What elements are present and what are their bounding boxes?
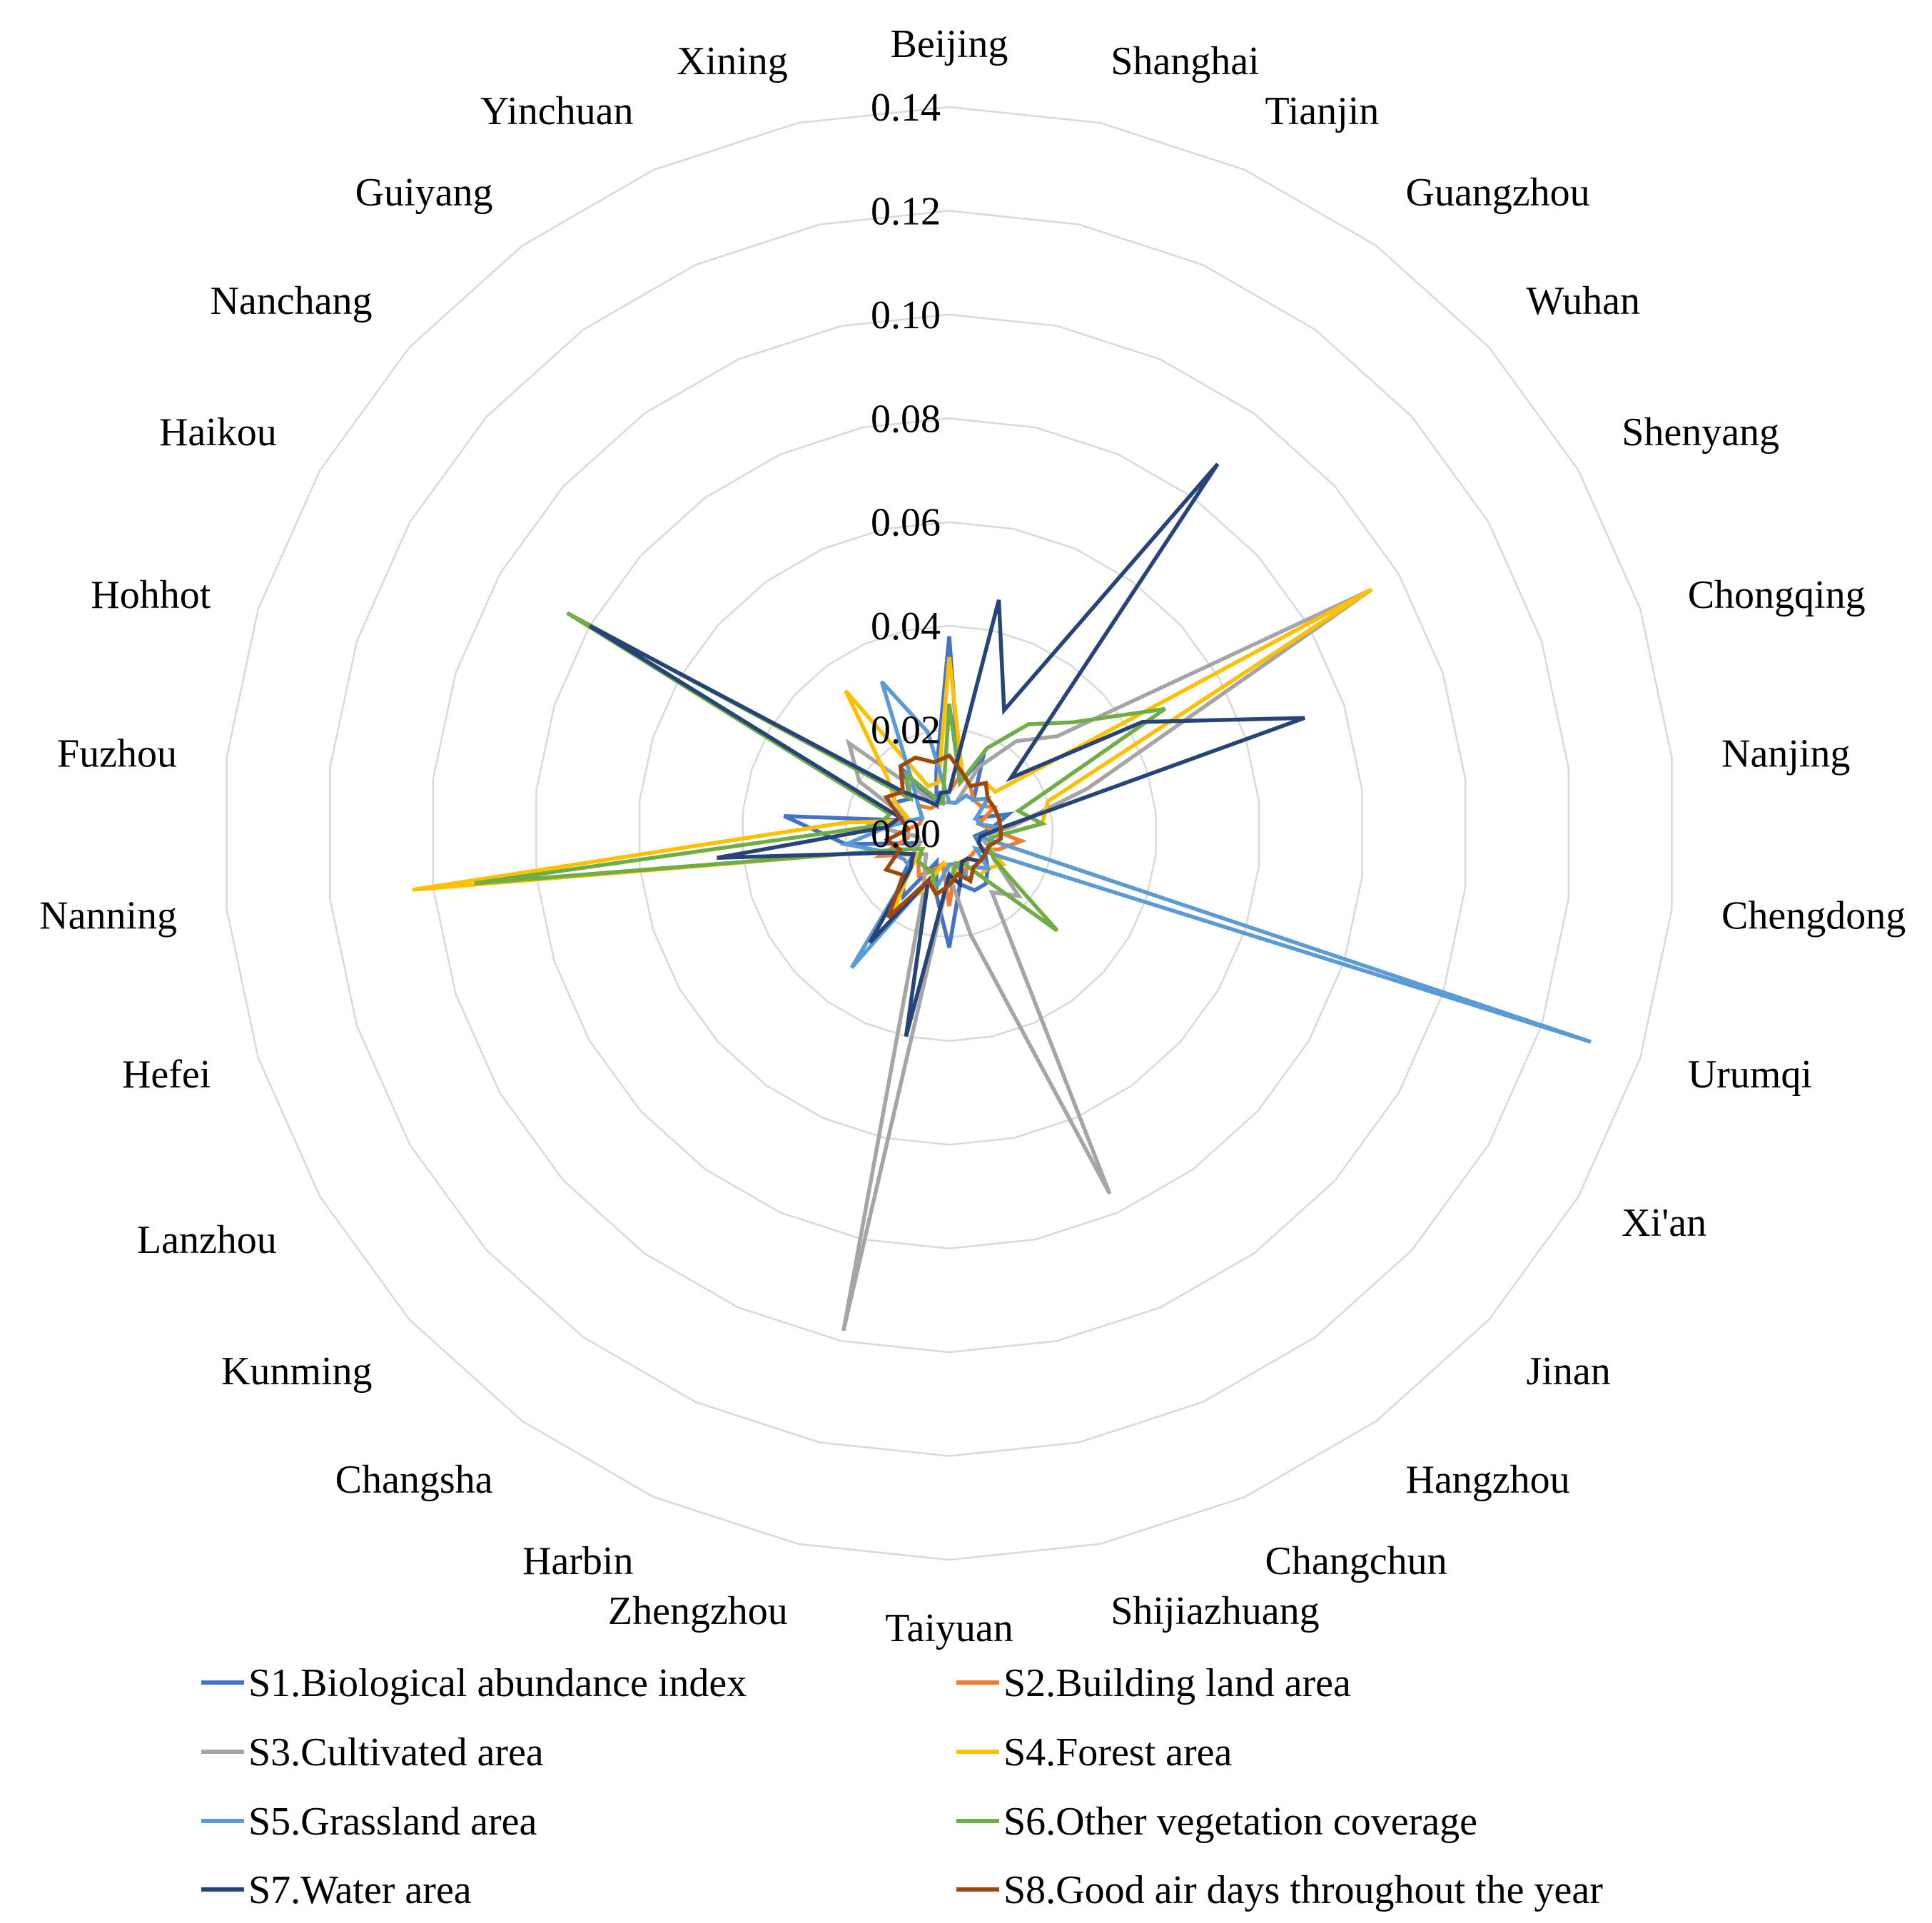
grid-ring-6 (328, 210, 1570, 1457)
category-label-hohhot: Hohhot (91, 573, 211, 617)
category-label-xi-an: Xi'an (1622, 1201, 1706, 1245)
series-7-line (588, 462, 1305, 1037)
category-label-changsha: Changsha (335, 1458, 493, 1502)
grid-ring-7 (226, 106, 1673, 1561)
legend-label-2: S2.Building land area (1003, 1661, 1351, 1705)
category-label-wuhan: Wuhan (1527, 279, 1640, 323)
tick-layer: 0.00 0.02 0.04 0.06 0.08 0.10 0.12 0.14 (871, 86, 941, 856)
tick-label: 0.04 (871, 604, 941, 649)
legend-label-5: S5.Grassland area (248, 1800, 537, 1844)
grid-ring-4 (535, 417, 1363, 1249)
category-label-fuzhou: Fuzhou (57, 731, 177, 776)
category-label-beijing: Beijing (891, 22, 1008, 66)
category-label-chongqing: Chongqing (1688, 573, 1866, 617)
grid-ring-3 (638, 521, 1260, 1146)
legend: S1.Biological abundance index S2.Building… (201, 1661, 1603, 1912)
category-label-harbin: Harbin (522, 1539, 634, 1583)
legend-label-1: S1.Biological abundance index (248, 1661, 747, 1705)
legend-label-4: S4.Forest area (1003, 1730, 1233, 1775)
category-label-haikou: Haikou (159, 410, 277, 455)
category-label-nanning: Nanning (39, 894, 177, 938)
tick-label: 0.08 (871, 397, 941, 441)
legend-label-7: S7.Water area (248, 1868, 472, 1912)
tick-label: 0.06 (871, 501, 941, 545)
grid-layer (226, 106, 1673, 1561)
tick-label: 0.14 (871, 86, 941, 130)
category-label-nanchang: Nanchang (210, 279, 372, 323)
category-label-hefei: Hefei (122, 1052, 211, 1097)
category-label-shenyang: Shenyang (1622, 410, 1779, 455)
category-label-lanzhou: Lanzhou (137, 1218, 277, 1262)
category-label-shanghai: Shanghai (1111, 39, 1259, 83)
grid-ring-5 (432, 313, 1467, 1354)
series-layer (412, 462, 1592, 1331)
tick-label: 0.10 (871, 293, 941, 338)
tick-label: 0.12 (871, 189, 941, 233)
category-label-changchun: Changchun (1265, 1539, 1447, 1583)
category-label-guiyang: Guiyang (355, 171, 493, 215)
grid-ring-2 (742, 624, 1157, 1042)
category-label-chengdong: Chengdong (1721, 894, 1906, 938)
series-5-line (839, 680, 1592, 1044)
legend-label-3: S3.Cultivated area (248, 1730, 544, 1775)
tick-label: 0.00 (871, 812, 941, 856)
category-label-yinchuan: Yinchuan (480, 89, 634, 133)
category-label-tianjin: Tianjin (1265, 89, 1380, 133)
category-label-zhengzhou: Zhengzhou (608, 1589, 788, 1633)
category-label-taiyuan: Taiyuan (885, 1606, 1013, 1650)
category-label-kunming: Kunming (221, 1349, 373, 1394)
series-8-line (883, 753, 1003, 919)
category-label-hangzhou: Hangzhou (1406, 1458, 1570, 1502)
legend-label-6: S6.Other vegetation coverage (1003, 1800, 1477, 1844)
category-label-shijiazhuang: Shijiazhuang (1111, 1589, 1319, 1633)
category-label-jinan: Jinan (1527, 1349, 1611, 1394)
category-label-xining: Xining (677, 39, 788, 83)
legend-label-8: S8.Good air days throughout the year (1003, 1868, 1603, 1912)
category-label-nanjing: Nanjing (1721, 731, 1850, 776)
category-label-urumqi: Urumqi (1688, 1052, 1812, 1097)
tick-label: 0.02 (871, 709, 941, 753)
category-label-guangzhou: Guangzhou (1406, 171, 1590, 215)
